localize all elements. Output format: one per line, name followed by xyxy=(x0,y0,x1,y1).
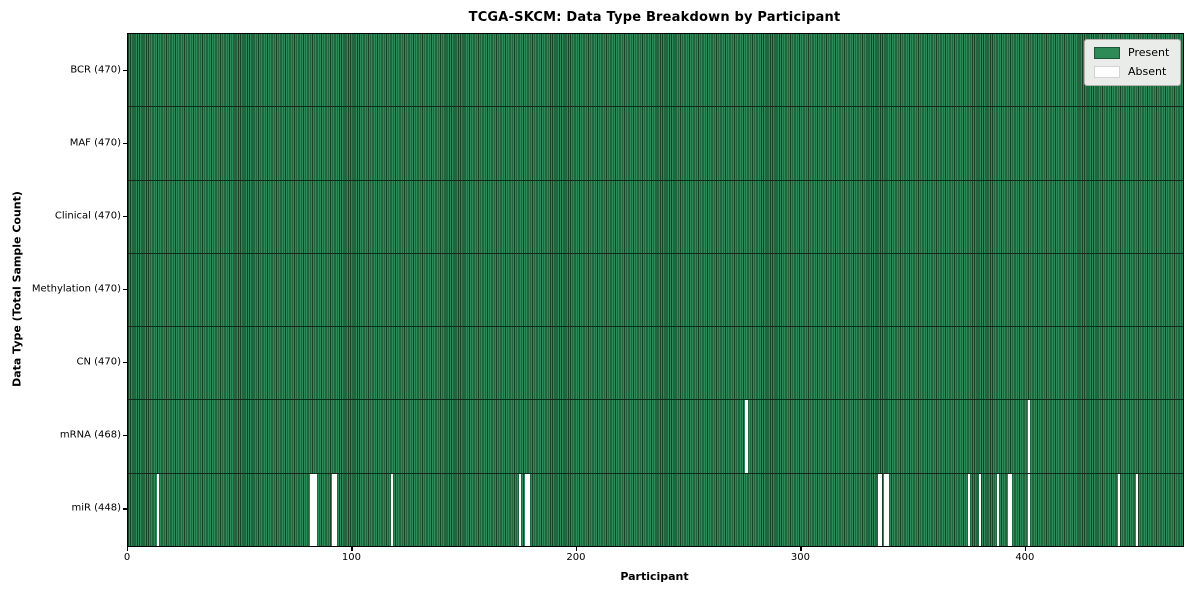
y-tick-mark xyxy=(123,362,127,364)
plot-area xyxy=(127,33,1184,547)
absent-cell xyxy=(525,473,528,546)
x-tick-mark xyxy=(575,546,578,551)
legend-item-absent: Absent xyxy=(1094,65,1169,78)
x-tick-mark xyxy=(1024,546,1027,551)
y-tick-labels: BCR (470) MAF (470) Clinical (470) Methylat… xyxy=(0,33,121,545)
x-tick-label: 400 xyxy=(1015,552,1035,563)
x-axis-title: Participant xyxy=(620,570,689,583)
absent-cell xyxy=(314,473,317,546)
absent-cell xyxy=(527,473,530,546)
absent-cell xyxy=(309,473,313,546)
absent-cell xyxy=(1135,473,1139,546)
y-tick-label: miR (448) xyxy=(71,502,121,514)
absent-cell xyxy=(334,473,337,546)
legend: Present Absent xyxy=(1084,39,1182,86)
absent-cell xyxy=(879,473,883,546)
legend-item-present: Present xyxy=(1094,46,1169,59)
y-tick-mark xyxy=(123,215,127,218)
absent-cell xyxy=(886,473,889,546)
absent-cell xyxy=(1007,473,1011,546)
y-tick-label: Methylation (470) xyxy=(31,283,121,295)
absent-cell xyxy=(877,473,880,546)
legend-absent-label: Absent xyxy=(1128,65,1167,78)
absent-cell xyxy=(390,473,393,546)
absent-cell xyxy=(978,473,981,546)
absent-cell xyxy=(332,473,335,546)
absent-cell xyxy=(312,473,315,546)
legend-present-swatch xyxy=(1094,46,1120,59)
row-maf xyxy=(128,107,1183,181)
y-tick-mark xyxy=(123,508,127,510)
row-bcr xyxy=(128,34,1183,108)
chart-title: TCGA-SKCM: Data Type Breakdown by Partic… xyxy=(468,10,841,25)
x-tick-label: 300 xyxy=(790,552,810,563)
row-mir xyxy=(128,473,1183,546)
y-tick-mark xyxy=(123,289,127,291)
y-tick-mark xyxy=(123,142,127,144)
row-clinical xyxy=(128,180,1183,254)
absent-cell xyxy=(745,400,748,473)
y-tick-label: CN (470) xyxy=(76,356,121,368)
y-tick-mark xyxy=(123,69,127,71)
x-tick-mark xyxy=(127,546,129,551)
y-tick-label: Clinical (470) xyxy=(54,210,121,222)
y-tick-label: mRNA (468) xyxy=(59,429,121,441)
absent-cell xyxy=(157,473,160,546)
row-methylation xyxy=(128,253,1183,328)
absent-cell xyxy=(1010,473,1013,546)
legend-present-label: Present xyxy=(1128,46,1170,59)
absent-cell xyxy=(1028,473,1031,546)
x-tick-label: 200 xyxy=(566,552,586,563)
x-tick-label: 100 xyxy=(341,552,361,563)
legend-absent-swatch xyxy=(1094,65,1120,78)
absent-cell xyxy=(996,473,999,546)
absent-cell xyxy=(1028,400,1031,473)
absent-cell xyxy=(518,473,521,546)
y-tick-mark xyxy=(123,435,127,437)
x-tick-mark xyxy=(351,546,353,551)
absent-cell xyxy=(1117,473,1121,546)
absent-cell xyxy=(884,473,887,546)
absent-cell xyxy=(967,473,970,546)
y-tick-label: BCR (470) xyxy=(70,64,121,76)
row-cn xyxy=(128,327,1183,401)
x-tick-mark xyxy=(800,546,802,551)
row-mrna xyxy=(128,400,1183,474)
x-tick-label: 0 xyxy=(123,552,131,563)
y-tick-label: MAF (470) xyxy=(69,137,121,149)
